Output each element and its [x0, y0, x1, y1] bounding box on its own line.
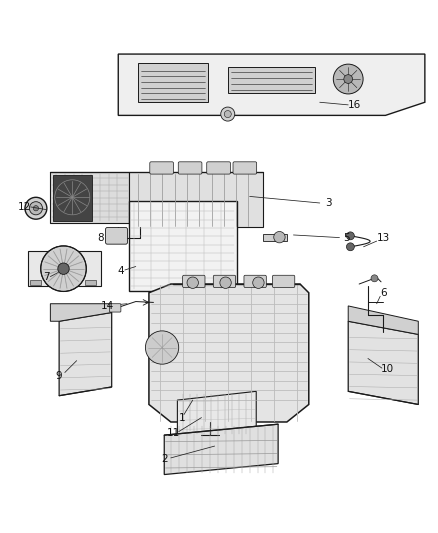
Circle shape [253, 277, 264, 288]
Circle shape [344, 75, 353, 84]
Polygon shape [164, 424, 278, 474]
FancyBboxPatch shape [244, 275, 266, 287]
Bar [129, 201, 237, 290]
Text: 13: 13 [377, 233, 390, 243]
Circle shape [220, 277, 231, 288]
Circle shape [221, 107, 235, 121]
Polygon shape [177, 391, 256, 435]
Text: 7: 7 [42, 272, 49, 282]
Polygon shape [59, 312, 112, 395]
FancyBboxPatch shape [178, 162, 202, 174]
Text: 14: 14 [101, 301, 114, 311]
FancyBboxPatch shape [207, 162, 230, 174]
Polygon shape [263, 233, 287, 241]
Bar [30, 280, 41, 285]
Circle shape [187, 277, 198, 288]
FancyBboxPatch shape [272, 275, 295, 287]
Bar [85, 280, 96, 285]
FancyBboxPatch shape [150, 162, 173, 174]
Circle shape [29, 201, 42, 215]
Text: 11: 11 [166, 428, 180, 438]
Polygon shape [228, 67, 315, 93]
Circle shape [224, 110, 231, 118]
Text: 9: 9 [56, 371, 63, 381]
Circle shape [371, 275, 378, 282]
Circle shape [58, 263, 69, 274]
Polygon shape [53, 174, 92, 221]
Polygon shape [129, 172, 263, 227]
Polygon shape [50, 172, 129, 223]
Polygon shape [50, 304, 112, 321]
Circle shape [346, 243, 354, 251]
Circle shape [41, 246, 86, 292]
Text: 3: 3 [325, 198, 332, 208]
Polygon shape [28, 251, 101, 286]
Polygon shape [149, 284, 309, 422]
FancyBboxPatch shape [213, 275, 236, 287]
Circle shape [333, 64, 363, 94]
Text: 4: 4 [117, 266, 124, 276]
Text: 16: 16 [348, 100, 361, 110]
FancyBboxPatch shape [183, 275, 205, 287]
Circle shape [25, 197, 47, 219]
FancyBboxPatch shape [110, 304, 121, 312]
Text: 10: 10 [381, 365, 394, 374]
Polygon shape [348, 306, 418, 334]
FancyBboxPatch shape [106, 228, 127, 244]
Circle shape [274, 231, 285, 243]
Text: 1: 1 [178, 413, 185, 423]
Circle shape [145, 331, 179, 364]
Text: 12: 12 [18, 203, 31, 212]
Text: 6: 6 [380, 288, 387, 298]
Polygon shape [138, 63, 208, 102]
Text: 2: 2 [161, 454, 168, 464]
Text: 8: 8 [97, 233, 104, 243]
Polygon shape [348, 321, 418, 405]
Text: 5: 5 [343, 233, 350, 243]
Polygon shape [118, 54, 425, 115]
FancyBboxPatch shape [233, 162, 257, 174]
Circle shape [33, 206, 39, 211]
Circle shape [346, 232, 354, 240]
